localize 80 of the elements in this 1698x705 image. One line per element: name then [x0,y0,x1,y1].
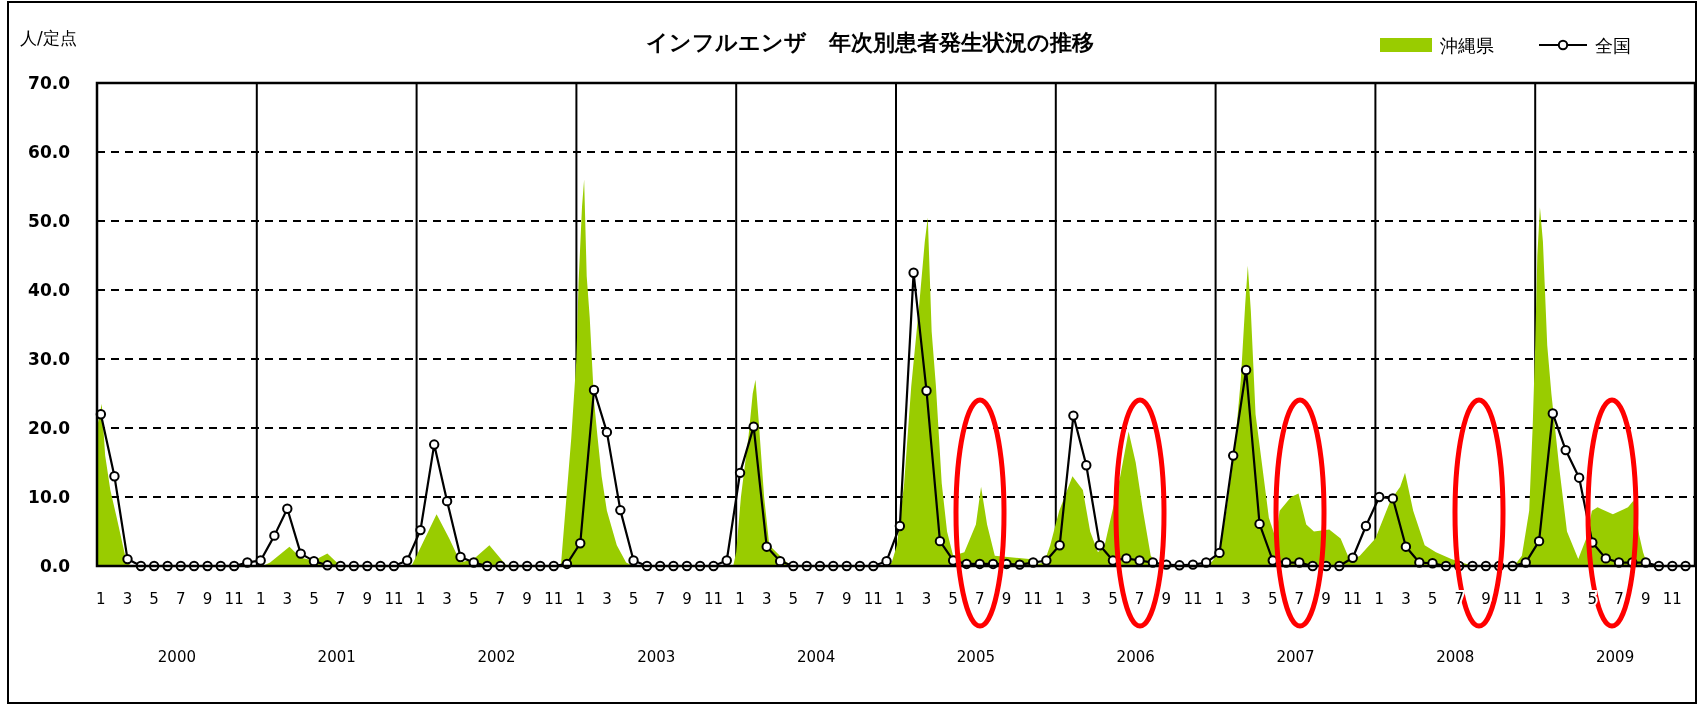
legend-label: 全国 [1595,35,1631,56]
x-tick-label: 5 [149,590,159,608]
x-tick-label: 7 [175,590,186,608]
x-tick-label: 7 [495,590,506,608]
x-tick-label: 3 [442,590,452,608]
text: 2001 [317,648,356,666]
y-tick-label: 20.0 [28,418,71,438]
x-tick-label: 3 [1401,590,1411,608]
x-tick-label: 11 [544,590,564,608]
x-tick-label: 9 [841,590,852,608]
y-tick-label: 40.0 [28,280,71,300]
x-tick-label: 3 [282,590,293,608]
x-tick-label: 3 [921,590,932,608]
x-tick-label: 1 [895,590,905,608]
text: 2006 [1116,648,1155,666]
x-tick-label: 1 [575,590,586,608]
text: 2009 [1596,648,1635,666]
x-tick-label: 11 [863,590,883,608]
x-tick-label: 7 [655,590,665,608]
y-tick-label: 30.0 [28,349,71,369]
x-tick-label: 1 [1054,590,1065,608]
x-tick-label: 11 [224,590,244,608]
y-axis-title: 人/定点 [20,28,77,48]
x-tick-label: 5 [1267,590,1278,608]
x-tick-label: 1 [1374,590,1385,608]
text: 2004 [797,648,836,666]
x-tick-label: 5 [628,590,639,608]
x-tick-label: 1 [255,590,266,608]
x-tick-label: 11 [1183,590,1203,608]
y-tick-label: 60.0 [28,142,71,162]
x-tick-label: 1 [415,590,426,608]
x-tick-label: 7 [1134,590,1145,608]
x-tick-label: 9 [1161,590,1172,608]
x-tick-label: 5 [1108,590,1118,608]
x-tick-label: 5 [788,590,799,608]
x-tick-label: 9 [362,590,373,608]
text: 2008 [1436,648,1475,666]
x-tick-label: 11 [384,590,404,608]
x-tick-label: 9 [1321,590,1331,608]
x-tick-label: 3 [602,590,612,608]
x-tick-label: 11 [1662,590,1682,608]
y-tick-label: 0.0 [39,556,71,576]
x-tick-label: 11 [1023,590,1043,608]
x-tick-label: 5 [1427,590,1438,608]
y-tick-label: 70.0 [28,73,71,93]
text: 2002 [477,648,516,666]
x-tick-label: 11 [1503,590,1523,608]
x-tick-label: 3 [122,590,133,608]
x-tick-label: 3 [1081,590,1092,608]
x-tick-label: 1 [1534,590,1544,608]
x-tick-label: 1 [735,590,745,608]
x-tick-label: 5 [468,590,479,608]
x-tick-label: 9 [682,590,692,608]
x-tick-label: 5 [948,590,958,608]
text: 2005 [956,648,995,666]
text: 2007 [1276,648,1315,666]
x-tick-label: 1 [96,590,106,608]
x-tick-label: 7 [815,590,825,608]
y-tick-label: 50.0 [28,211,71,231]
x-tick-label: 7 [1294,590,1305,608]
x-tick-label: 3 [761,590,772,608]
y-tick-label: 10.0 [28,487,71,507]
x-tick-label: 7 [1614,590,1624,608]
x-tick-label: 11 [704,590,724,608]
chart-title: インフルエンザ 年次別患者発生状況の推移 [646,30,1094,55]
x-tick-label: 9 [1640,590,1651,608]
x-tick-label: 5 [309,590,319,608]
text: 2003 [637,648,676,666]
legend-label: 沖縄県 [1440,35,1494,56]
x-tick-label: 7 [335,590,346,608]
x-tick-label: 9 [202,590,213,608]
x-tick-label: 7 [974,590,985,608]
x-tick-label: 3 [1241,590,1251,608]
text: 2000 [157,648,196,666]
x-tick-label: 9 [522,590,532,608]
x-tick-label: 11 [1343,590,1363,608]
x-tick-label: 9 [1001,590,1012,608]
x-tick-label: 9 [1481,590,1491,608]
x-tick-label: 3 [1560,590,1571,608]
x-tick-label: 1 [1214,590,1225,608]
